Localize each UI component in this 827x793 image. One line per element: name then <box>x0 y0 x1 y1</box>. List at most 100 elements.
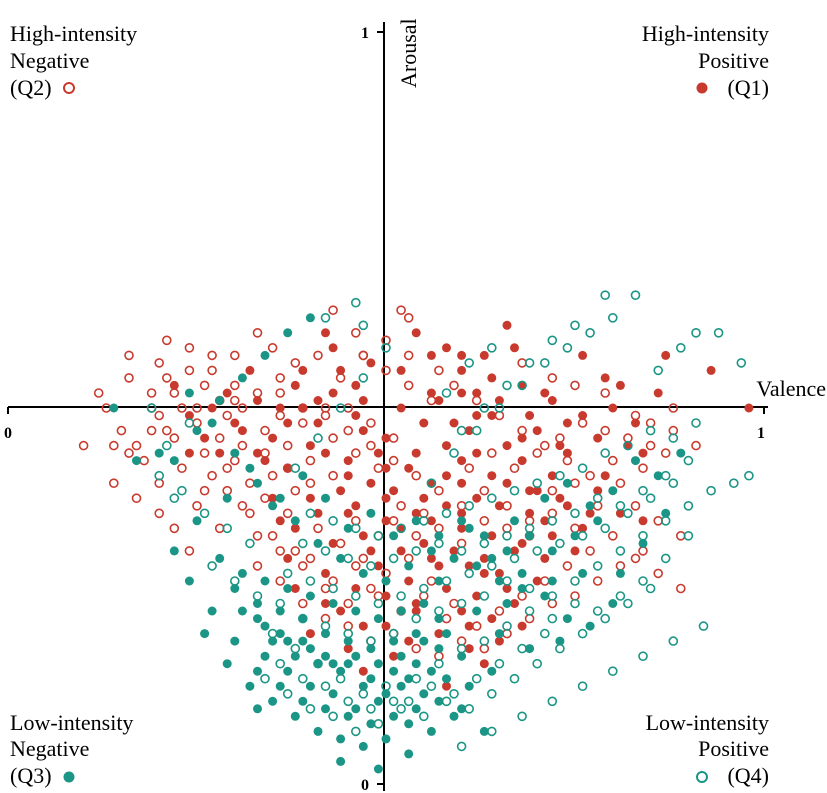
data-point <box>253 704 262 714</box>
data-point <box>351 501 361 511</box>
data-point <box>623 598 633 609</box>
data-point <box>260 456 270 466</box>
data-point <box>373 659 383 669</box>
data-point <box>268 433 278 443</box>
data-point <box>275 403 285 413</box>
data-point <box>698 621 709 631</box>
data-point <box>222 493 232 503</box>
data-point <box>260 425 270 436</box>
data-point <box>434 658 444 669</box>
data-point <box>275 629 285 639</box>
data-point <box>456 643 467 654</box>
data-point <box>464 621 474 631</box>
data-point <box>411 629 421 639</box>
data-point <box>207 606 217 616</box>
data-point <box>517 538 527 548</box>
data-point <box>555 493 565 503</box>
y-tick-label-1: 1 <box>361 25 369 42</box>
data-point <box>139 455 149 466</box>
data-point <box>290 516 300 526</box>
data-point <box>479 531 489 541</box>
data-point <box>675 342 686 353</box>
data-point <box>593 433 603 443</box>
data-point <box>230 448 240 458</box>
data-point <box>532 426 542 436</box>
data-point <box>290 643 301 654</box>
data-point <box>494 403 505 413</box>
data-point <box>328 689 338 699</box>
data-point <box>252 388 263 398</box>
data-point <box>555 441 565 451</box>
data-point <box>585 327 595 338</box>
data-point <box>124 448 134 458</box>
data-point <box>154 508 164 519</box>
data-point <box>442 471 451 481</box>
data-point <box>230 350 240 361</box>
data-point <box>283 463 293 473</box>
data-point <box>305 553 316 564</box>
data-point <box>237 426 247 436</box>
data-point <box>396 591 406 601</box>
data-point <box>502 584 512 593</box>
data-point <box>434 644 444 654</box>
data-point <box>570 576 580 586</box>
data-point <box>600 523 611 534</box>
data-point <box>502 380 512 391</box>
data-point <box>373 696 383 706</box>
data-point <box>290 463 301 474</box>
data-point <box>403 350 414 361</box>
data-point <box>169 546 179 556</box>
data-point <box>464 681 474 691</box>
data-point <box>321 568 330 578</box>
data-point <box>335 403 346 413</box>
data-point <box>411 448 421 458</box>
data-point <box>457 523 467 533</box>
data-point <box>237 373 247 383</box>
data-point <box>207 365 217 376</box>
data-point <box>298 696 308 706</box>
data-point <box>358 350 369 361</box>
data-point <box>396 365 406 375</box>
data-point <box>442 681 451 691</box>
data-point <box>343 425 354 436</box>
data-point <box>389 666 399 676</box>
data-point <box>653 365 664 376</box>
data-point <box>638 516 648 526</box>
data-point <box>343 711 353 721</box>
data-point <box>479 485 490 496</box>
data-point <box>290 523 300 533</box>
data-point <box>683 455 694 466</box>
data-point <box>343 644 353 654</box>
data-point <box>540 493 550 503</box>
data-point <box>146 388 157 398</box>
data-point <box>638 538 648 548</box>
data-point <box>290 584 300 593</box>
data-point <box>381 463 391 473</box>
data-point <box>562 478 572 488</box>
data-point <box>570 531 580 541</box>
data-point <box>343 696 354 707</box>
data-point <box>456 546 467 556</box>
data-point <box>442 501 451 511</box>
data-point <box>600 290 611 301</box>
data-point <box>267 628 278 639</box>
data-point <box>457 516 467 526</box>
legend-marker-q3 <box>63 771 75 783</box>
data-point <box>578 523 588 533</box>
data-point <box>645 425 656 436</box>
data-point <box>728 478 739 489</box>
data-point <box>668 433 679 443</box>
data-point <box>199 448 210 458</box>
data-point <box>510 516 519 526</box>
data-point <box>184 546 195 556</box>
data-point <box>169 388 180 398</box>
data-point <box>539 628 550 639</box>
data-point <box>389 486 399 496</box>
data-point <box>547 335 558 346</box>
data-point <box>381 516 391 526</box>
data-point <box>577 530 588 541</box>
data-point <box>434 538 444 549</box>
data-point <box>305 591 315 601</box>
data-point <box>237 606 247 616</box>
data-point <box>222 523 232 534</box>
